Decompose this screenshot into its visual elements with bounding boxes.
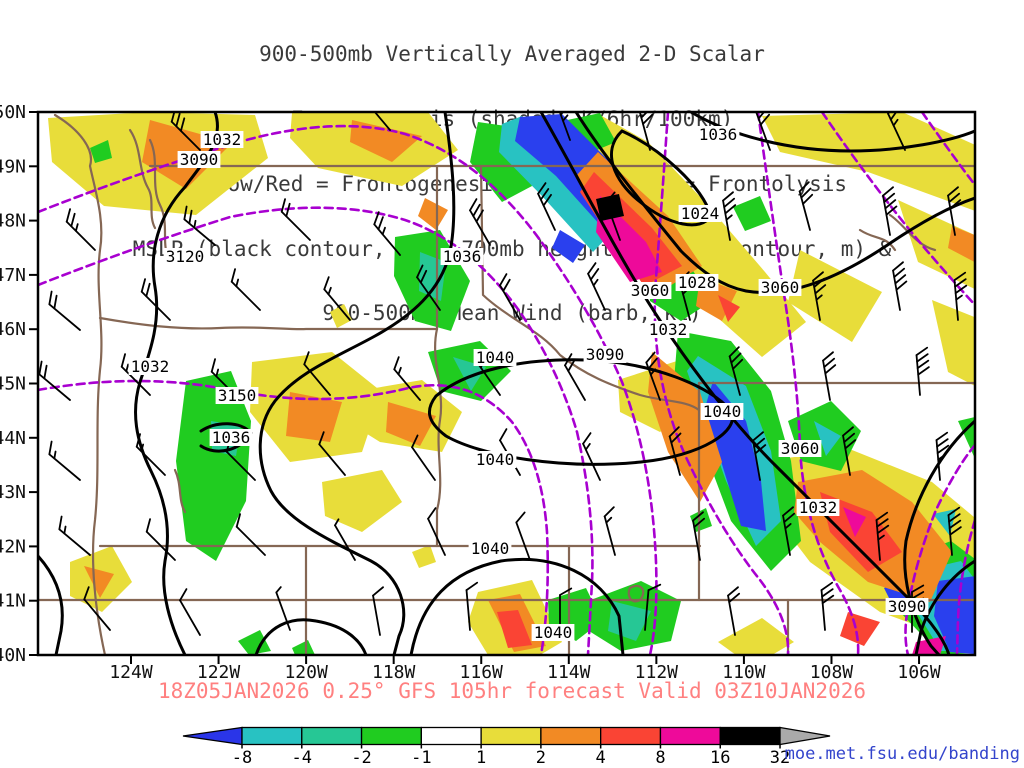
svg-text:3060: 3060 [631, 281, 670, 300]
svg-text:122W: 122W [197, 662, 241, 683]
svg-text:48N: 48N [0, 211, 26, 232]
svg-text:1040: 1040 [476, 450, 515, 469]
svg-text:1040: 1040 [476, 348, 515, 367]
svg-text:3060: 3060 [761, 278, 800, 297]
svg-text:16: 16 [710, 748, 730, 768]
svg-text:1040: 1040 [471, 539, 510, 558]
svg-text:8: 8 [655, 748, 665, 768]
svg-text:-1: -1 [411, 748, 431, 768]
svg-text:4: 4 [596, 748, 606, 768]
svg-text:-2: -2 [351, 748, 371, 768]
svg-text:-8: -8 [232, 748, 252, 768]
svg-text:1036: 1036 [699, 125, 738, 144]
svg-text:1032: 1032 [203, 130, 242, 149]
svg-text:106W: 106W [897, 662, 941, 683]
svg-text:108W: 108W [810, 662, 854, 683]
svg-text:1040: 1040 [703, 402, 742, 421]
svg-text:112W: 112W [635, 662, 679, 683]
geography-borders [38, 113, 975, 655]
svg-text:1040: 1040 [534, 623, 573, 642]
svg-text:42N: 42N [0, 536, 26, 557]
svg-text:1032: 1032 [649, 320, 688, 339]
svg-text:120W: 120W [284, 662, 328, 683]
svg-text:1036: 1036 [443, 247, 482, 266]
svg-text:3120: 3120 [166, 247, 205, 266]
credit-link[interactable]: moe.met.fsu.edu/banding [784, 744, 1020, 764]
svg-text:-4: -4 [292, 748, 312, 768]
svg-text:46N: 46N [0, 319, 26, 340]
svg-text:3150: 3150 [218, 386, 257, 405]
svg-text:3090: 3090 [586, 345, 625, 364]
svg-text:124W: 124W [109, 662, 153, 683]
svg-text:2: 2 [536, 748, 546, 768]
svg-text:45N: 45N [0, 374, 26, 395]
svg-text:114W: 114W [547, 662, 591, 683]
svg-text:110W: 110W [722, 662, 766, 683]
svg-text:1036: 1036 [212, 428, 251, 447]
svg-text:40N: 40N [0, 645, 26, 666]
forecast-caption: 18Z05JAN2026 0.25° GFS 105hr forecast Va… [157, 679, 866, 703]
title-line-1: 900-500mb Vertically Averaged 2-D Scalar [259, 42, 765, 67]
svg-text:1032: 1032 [799, 498, 838, 517]
svg-text:3060: 3060 [781, 439, 820, 458]
svg-text:1024: 1024 [681, 204, 720, 223]
svg-text:43N: 43N [0, 482, 26, 503]
svg-text:1028: 1028 [678, 273, 717, 292]
svg-text:3090: 3090 [180, 150, 219, 169]
svg-text:1: 1 [476, 748, 486, 768]
svg-text:32: 32 [770, 748, 790, 768]
svg-text:41N: 41N [0, 591, 26, 612]
lat-lon-axes: 50N 49N 48N 47N 46N 45N 44N 43N 42N 41N 40N 124W 122… [0, 102, 941, 683]
svg-text:50N: 50N [0, 102, 26, 123]
svg-text:49N: 49N [0, 156, 26, 177]
svg-text:116W: 116W [460, 662, 504, 683]
frontogenesis-colorbar: -8 -4 -2 -1 1 2 4 8 16 32 [182, 726, 831, 768]
svg-text:1032: 1032 [131, 357, 170, 376]
svg-text:44N: 44N [0, 428, 26, 449]
svg-text:47N: 47N [0, 265, 26, 286]
contour-value-labels: 1032 1036 1024 1028 1032 1036 1032 1036 1040 1040… [128, 125, 929, 642]
svg-text:118W: 118W [372, 662, 416, 683]
wind-barbs [38, 112, 968, 636]
svg-text:3090: 3090 [888, 597, 927, 616]
